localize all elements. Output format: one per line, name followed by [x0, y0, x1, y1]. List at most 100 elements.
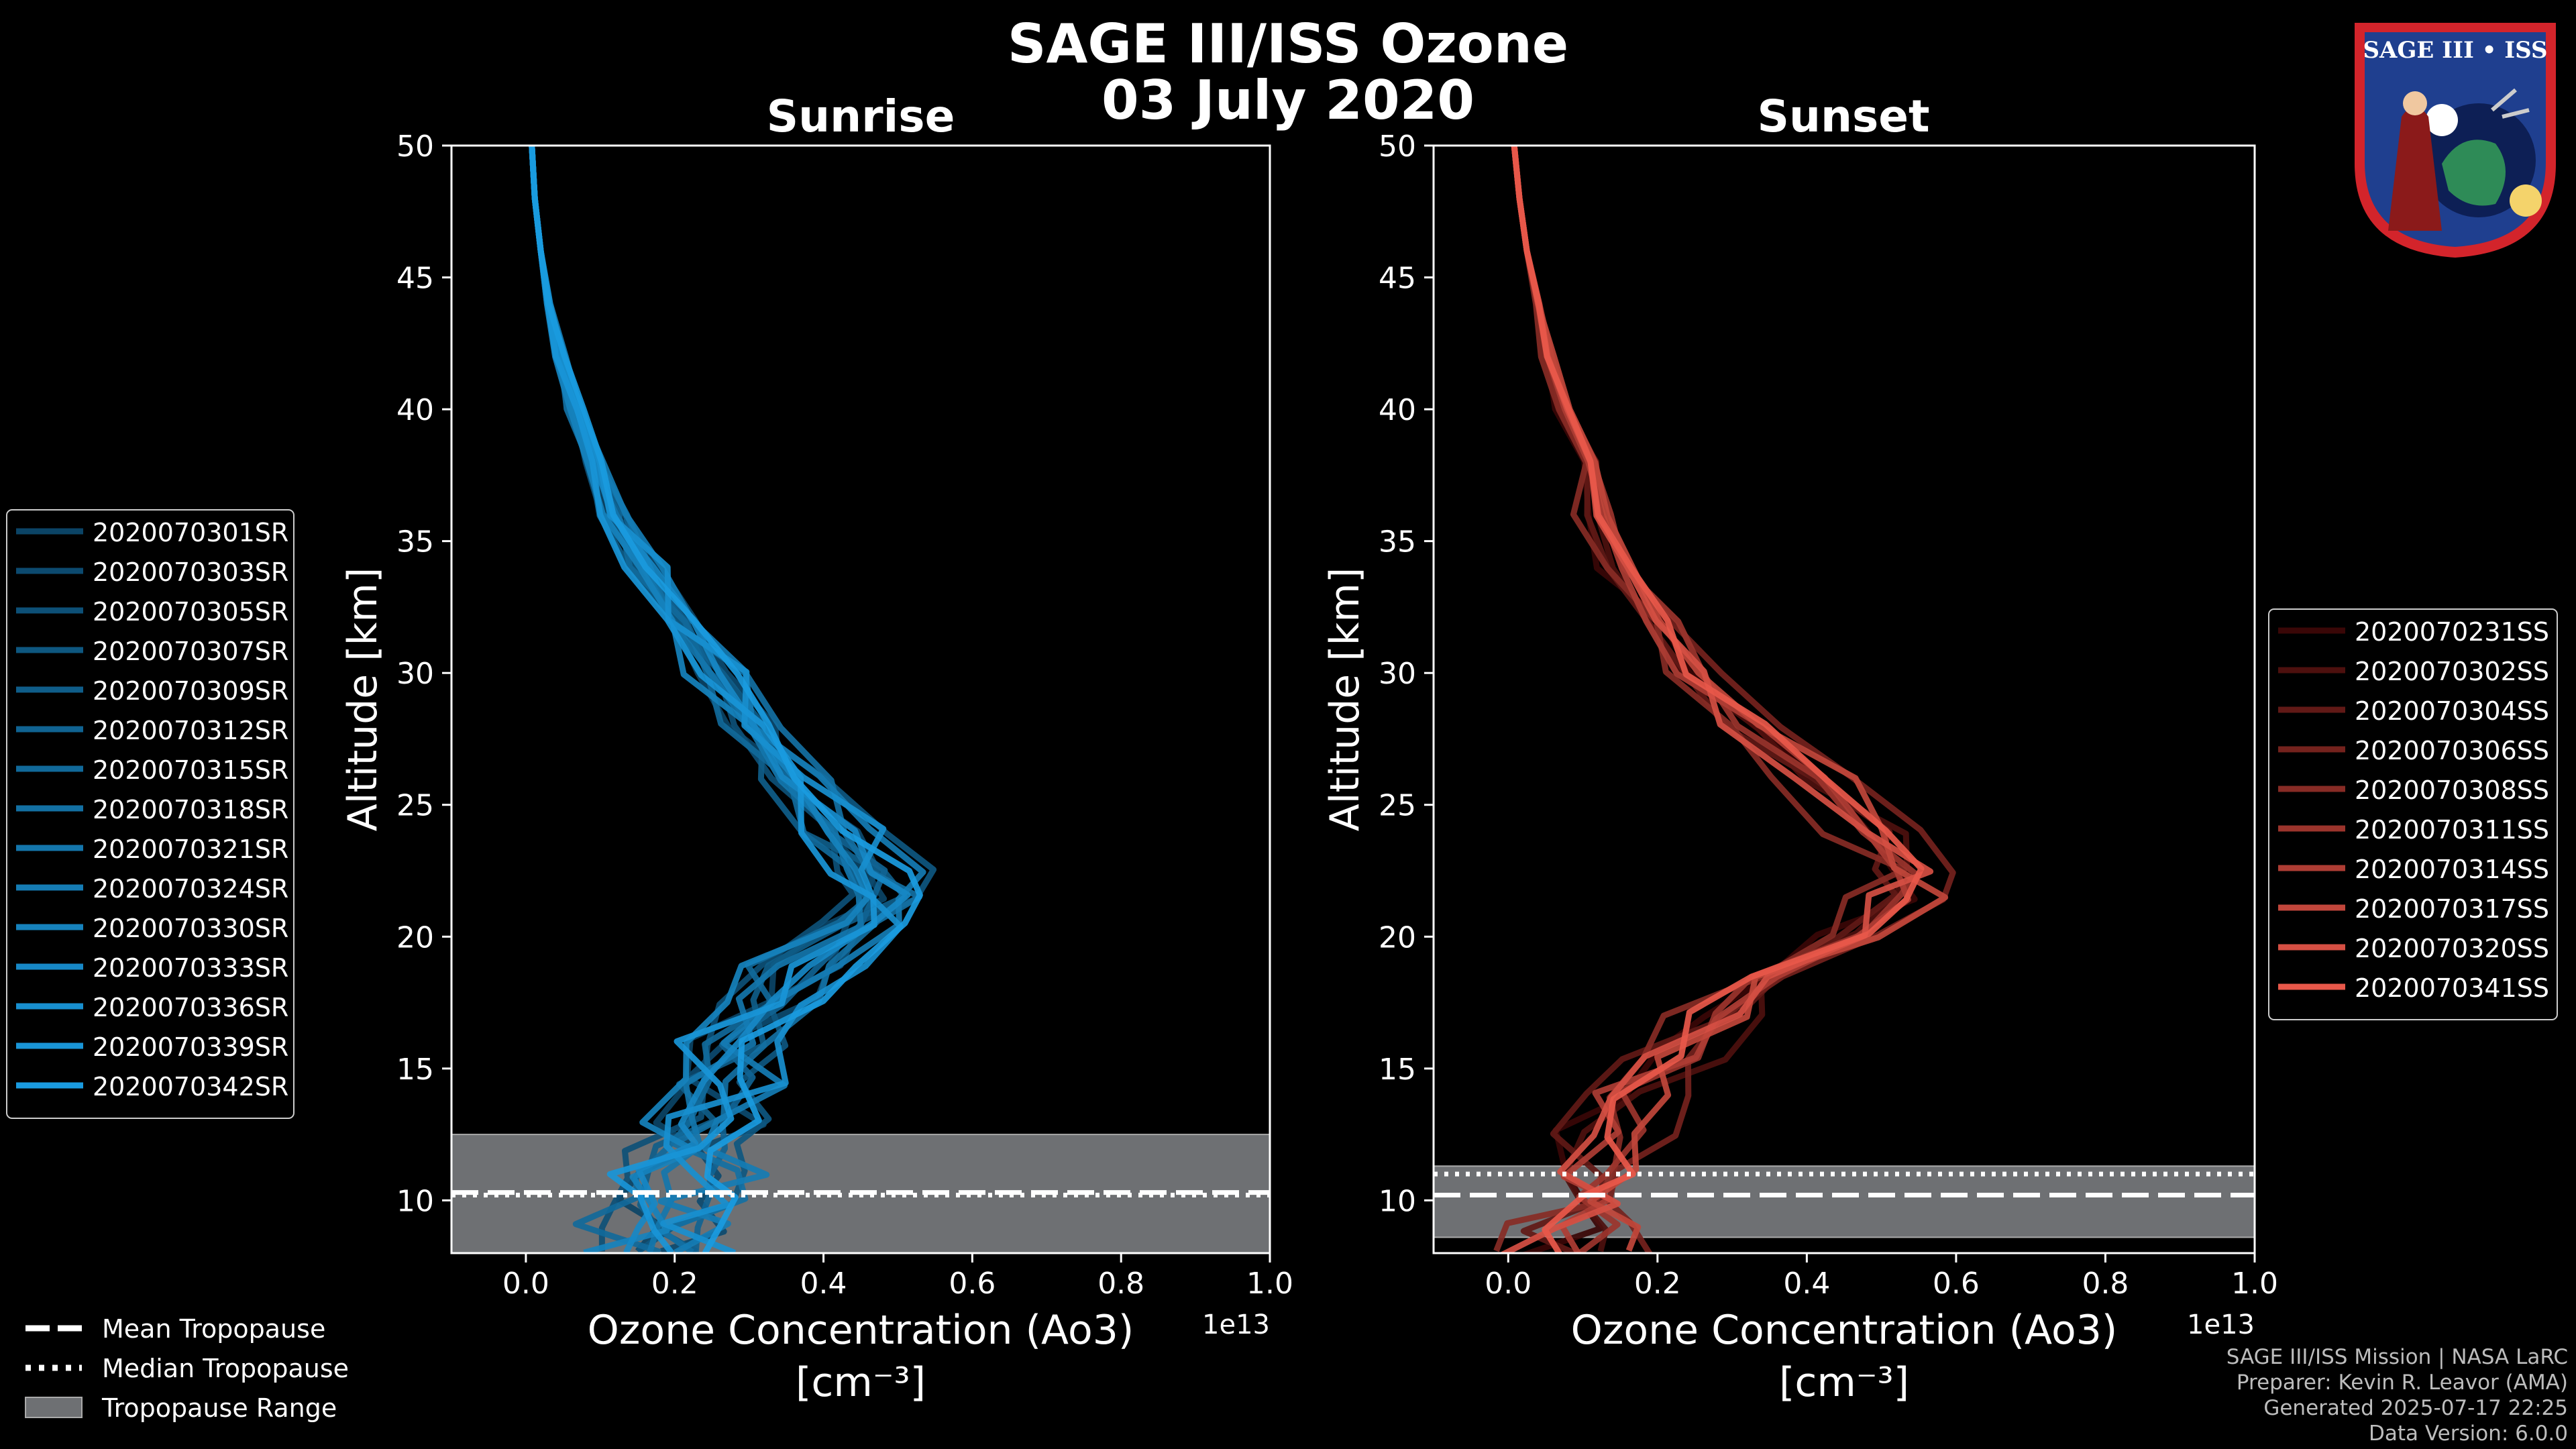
legend-label: 2020070231SS	[2355, 617, 2549, 647]
legend-label: 2020070318SR	[93, 795, 288, 824]
y-tick-label: 45	[396, 262, 434, 296]
legend-label: 2020070317SS	[2355, 894, 2549, 924]
legend-label: 2020070315SR	[93, 755, 288, 785]
footer-line-4: Data Version: 6.0.0	[2368, 1421, 2568, 1446]
y-tick-label: 35	[396, 525, 434, 559]
legend-label: 2020070308SS	[2355, 775, 2549, 805]
tropopause-legend-label: Tropopause Range	[101, 1393, 337, 1423]
profile-line-2020070339SR	[529, 146, 877, 1253]
y-axis-label: Altitude [km]	[1322, 568, 1368, 832]
legend-label: 2020070339SR	[93, 1032, 288, 1062]
y-tick-label: 10	[396, 1184, 434, 1218]
legend-label: 2020070321SR	[93, 835, 288, 864]
legend-label: 2020070305SR	[93, 597, 288, 627]
axes-frame	[450, 144, 1271, 1254]
y-tick-label: 25	[396, 789, 434, 823]
logo-earth-land	[2442, 140, 2506, 206]
x-offset-label: 1e13	[2187, 1309, 2255, 1340]
y-tick-label: 50	[1379, 129, 1416, 164]
y-tick-label: 25	[1379, 789, 1416, 823]
footer-credits: SAGE III/ISS Mission | NASA LaRC Prepare…	[2226, 1344, 2568, 1446]
y-tick-label: 35	[1379, 525, 1416, 559]
x-offset-label: 1e13	[1202, 1309, 1270, 1340]
x-tick-label: 0.4	[800, 1267, 847, 1301]
x-tick-label: 0.6	[949, 1267, 996, 1301]
series-legend: 2020070231SS 2020070302SS 2020070304SS 2020…	[2268, 608, 2558, 1020]
legend-range-swatch	[25, 1397, 83, 1418]
x-axis-label: Ozone Concentration (Ao3)	[588, 1307, 1134, 1354]
y-axis-label: Altitude [km]	[339, 568, 386, 832]
logo-sun	[2510, 184, 2542, 217]
legend-label: 2020070324SR	[93, 874, 288, 904]
legend-label: 2020070307SR	[93, 637, 288, 666]
axes-frame	[1432, 144, 2256, 1254]
legend-label: 2020070336SR	[93, 993, 288, 1022]
y-tick-label: 50	[396, 129, 434, 164]
profile-line-2020070317SS	[1511, 146, 1949, 1252]
y-tick-label: 30	[1379, 657, 1416, 691]
legend-label: 2020070309SR	[93, 676, 288, 706]
x-tick-label: 1.0	[1246, 1267, 1293, 1301]
footer-line-2: Preparer: Kevin R. Leavor (AMA)	[2236, 1371, 2568, 1395]
x-tick-label: 0.8	[1097, 1267, 1144, 1301]
x-axis-label: Ozone Concentration (Ao3)	[1571, 1307, 2118, 1354]
profile-line-2020070308SS	[1493, 146, 1907, 1252]
legend-label: 2020070330SR	[93, 914, 288, 943]
y-tick-label: 10	[1379, 1184, 1416, 1218]
profile-lines	[529, 146, 937, 1253]
panel-title-sunrise: Sunrise	[766, 91, 955, 142]
y-tick-label: 30	[396, 657, 434, 691]
logo-figure	[2388, 107, 2442, 231]
legend-label: 2020070306SS	[2355, 736, 2549, 765]
x-axis-units: [cm⁻³]	[1779, 1359, 1909, 1406]
x-tick-label: 1.0	[2231, 1267, 2278, 1301]
legend-label: 2020070312SR	[93, 716, 288, 745]
legend-label: 2020070304SS	[2355, 696, 2549, 726]
legend-label: 2020070320SS	[2355, 934, 2549, 963]
legend-label: 2020070301SR	[93, 518, 288, 547]
legend-label: 2020070342SR	[93, 1072, 288, 1102]
legend-label: 2020070341SS	[2355, 973, 2549, 1003]
x-tick-label: 0.0	[502, 1267, 549, 1301]
panel-title-sunset: Sunset	[1757, 91, 1930, 142]
x-axis-units: [cm⁻³]	[796, 1359, 926, 1406]
x-tick-label: 0.8	[2082, 1267, 2129, 1301]
x-tick-label: 0.4	[1783, 1267, 1830, 1301]
footer-line-3: Generated 2025-07-17 22:25	[2263, 1396, 2568, 1420]
legend-label: 2020070314SS	[2355, 855, 2549, 884]
y-tick-label: 40	[396, 393, 434, 427]
y-tick-label: 40	[1379, 393, 1416, 427]
x-tick-label: 0.2	[651, 1267, 698, 1301]
y-tick-label: 20	[396, 920, 434, 955]
legend-label: 2020070333SR	[93, 953, 288, 983]
profile-line-2020070305SR	[529, 146, 857, 1252]
profile-lines	[1493, 146, 1956, 1253]
x-tick-label: 0.2	[1634, 1267, 1681, 1301]
logo-text: SAGE III • ISS	[2363, 37, 2547, 64]
x-tick-label: 0.0	[1485, 1267, 1532, 1301]
profile-line-2020070342SR	[529, 146, 923, 1253]
tropopause-legend: Mean Tropopause Median Tropopause Tropopau…	[25, 1314, 349, 1423]
chart-title: SAGE III/ISS Ozone 03 July 2020	[0, 16, 2576, 129]
profile-line-2020070320SS	[1499, 146, 1934, 1253]
tropopause-legend-label: Mean Tropopause	[102, 1314, 325, 1344]
logo-moon	[2426, 104, 2458, 136]
tropopause-legend-label: Median Tropopause	[102, 1354, 349, 1383]
y-tick-label: 20	[1379, 920, 1416, 955]
profile-line-2020070341SS	[1511, 146, 1925, 1253]
footer-line-1: SAGE III/ISS Mission | NASA LaRC	[2226, 1345, 2568, 1369]
y-tick-label: 45	[1379, 262, 1416, 296]
title-line-2: 03 July 2020	[1102, 69, 1474, 131]
sage-logo: SAGE III • ISS	[2355, 23, 2556, 258]
panel-sunset: 10 15 20 25 30 35 40 45 50 0.0 0.2 0.4 0.6 0.8 1.0 1e13…	[1322, 129, 2558, 1406]
title-line-1: SAGE III/ISS Ozone	[1007, 13, 1569, 75]
legend-label: 2020070302SS	[2355, 657, 2549, 686]
logo-iss	[2491, 88, 2530, 119]
logo-figure-head	[2403, 91, 2427, 115]
series-legend: 2020070301SR 2020070303SR 2020070305SR 2020…	[6, 509, 294, 1119]
y-tick-label: 15	[396, 1053, 434, 1087]
panel-sunrise: 10 15 20 25 30 35 40 45 50 0.0 0.2 0.4 0.6 0.8 1.0 1e13…	[6, 129, 1293, 1406]
x-tick-label: 0.6	[1933, 1267, 1980, 1301]
legend-label: 2020070311SS	[2355, 815, 2549, 845]
y-tick-label: 15	[1379, 1053, 1416, 1087]
